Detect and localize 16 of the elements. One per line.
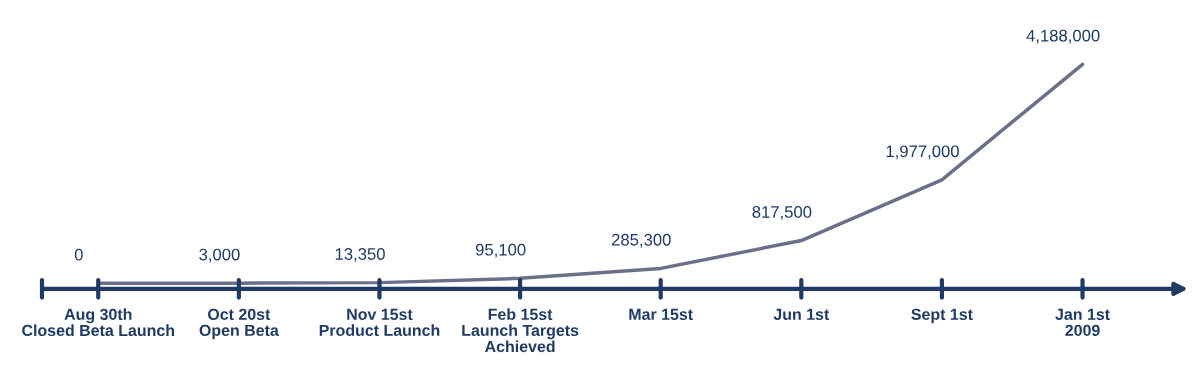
data-label: 285,300 xyxy=(611,233,671,248)
data-label: 1,977,000 xyxy=(886,145,959,160)
data-label: 817,500 xyxy=(752,206,812,220)
data-label: 0 xyxy=(74,248,83,261)
x-tick-label: Mar 15st xyxy=(629,308,693,320)
x-tick-label: Sept 1st xyxy=(911,308,973,324)
data-label: 95,100 xyxy=(475,243,526,258)
data-label: 13,350 xyxy=(335,248,385,262)
x-tick-label: Nov 15st Product Launch xyxy=(319,308,440,337)
x-tick-label: Oct 20st Open Beta xyxy=(199,308,279,340)
x-tick-label: Jun 1st xyxy=(773,308,830,320)
data-label: 3,000 xyxy=(199,248,240,263)
data-label: 4,188,000 xyxy=(1026,29,1100,44)
x-tick-label: Jan 1st 2009 xyxy=(1055,308,1110,337)
x-tick-label: Aug 30th Closed Beta Launch xyxy=(22,308,175,337)
x-tick-label: Feb 15st Launch Targets Achieved xyxy=(462,308,579,353)
